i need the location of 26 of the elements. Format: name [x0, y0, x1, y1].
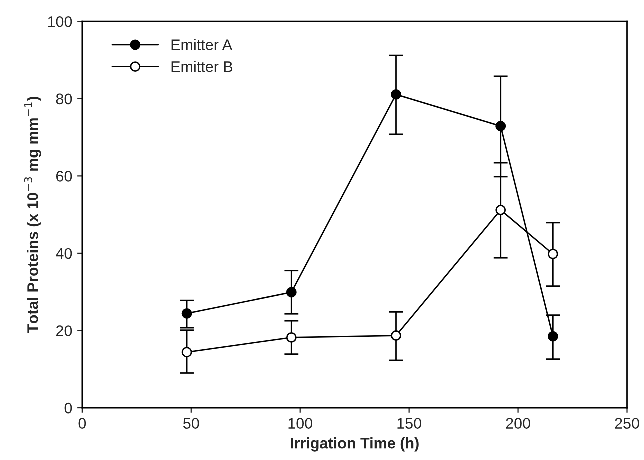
point — [182, 347, 192, 358]
point — [182, 308, 192, 319]
point — [391, 89, 402, 100]
x-tick-label: 0 — [78, 418, 86, 429]
y-tick-label: 80 — [56, 94, 72, 105]
x-axis-title: Irrigation Time (h) — [291, 438, 419, 452]
point — [548, 249, 558, 260]
point — [286, 287, 297, 298]
point — [496, 204, 506, 216]
x-tick-label: 200 — [506, 418, 530, 429]
y-tick-label: 20 — [56, 326, 72, 336]
x-tick-label: 250 — [615, 418, 640, 429]
y-axis-title: Total Proteins (x 10$^{−3}$ mg mm$^{−1}$) — [24, 96, 42, 334]
point — [391, 330, 402, 341]
x-tick-label: 50 — [184, 418, 200, 429]
y-tick-label: 40 — [56, 248, 72, 260]
x-tick-label: 150 — [398, 418, 422, 429]
x-tick-label: 100 — [288, 418, 313, 429]
point — [548, 331, 558, 342]
point — [496, 121, 506, 132]
legend-label: Emitter A — [172, 39, 233, 50]
y-tick-label: 100 — [48, 16, 72, 28]
legend-label: Emitter B — [172, 61, 233, 72]
point — [286, 332, 297, 343]
y-tick-label: 0 — [64, 402, 72, 414]
y-tick-label: 60 — [56, 171, 72, 182]
